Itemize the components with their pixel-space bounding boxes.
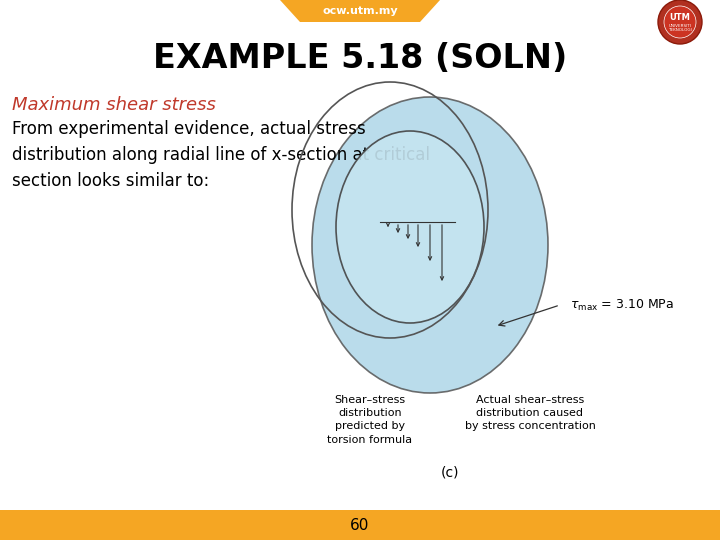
Text: Maximum shear stress: Maximum shear stress bbox=[12, 96, 216, 114]
Ellipse shape bbox=[336, 131, 484, 323]
Text: UNIVERSITI
TEKNOLOGI: UNIVERSITI TEKNOLOGI bbox=[668, 24, 692, 32]
Polygon shape bbox=[280, 0, 440, 22]
Bar bbox=[0, 510, 720, 540]
Text: (c): (c) bbox=[441, 465, 459, 479]
Ellipse shape bbox=[312, 97, 548, 393]
Text: Shear–stress
distribution
predicted by
torsion formula: Shear–stress distribution predicted by t… bbox=[328, 395, 413, 444]
Circle shape bbox=[658, 0, 702, 44]
Text: 60: 60 bbox=[351, 517, 369, 532]
Text: EXAMPLE 5.18 (SOLN): EXAMPLE 5.18 (SOLN) bbox=[153, 42, 567, 75]
Circle shape bbox=[664, 6, 696, 38]
Text: ocw.utm.my: ocw.utm.my bbox=[322, 6, 398, 16]
Text: $\tau_{\mathrm{max}}$ = 3.10 MPa: $\tau_{\mathrm{max}}$ = 3.10 MPa bbox=[570, 298, 674, 313]
Text: Actual shear–stress
distribution caused
by stress concentration: Actual shear–stress distribution caused … bbox=[464, 395, 595, 431]
Text: UTM: UTM bbox=[670, 14, 690, 23]
Text: From experimental evidence, actual stress
distribution along radial line of x-se: From experimental evidence, actual stres… bbox=[12, 119, 430, 191]
